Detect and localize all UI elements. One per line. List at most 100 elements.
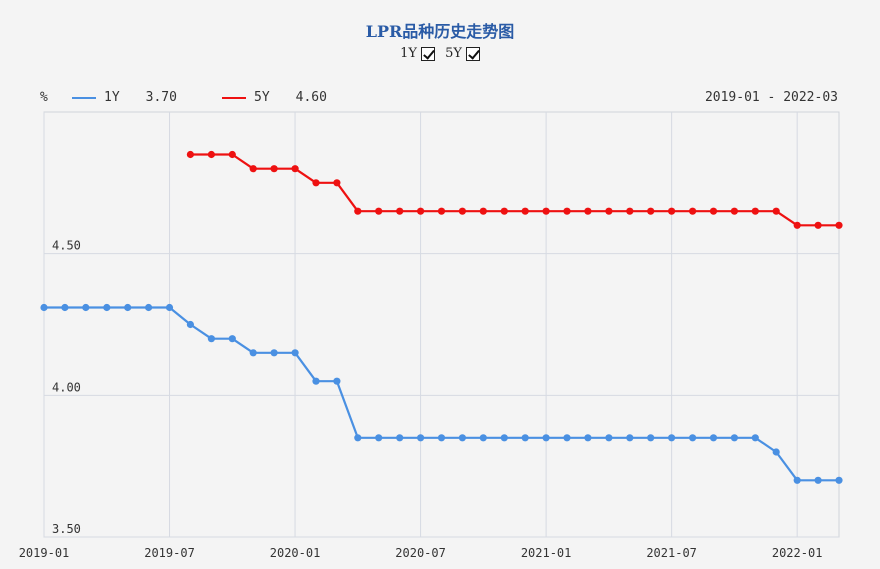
data-point-1y — [228, 335, 236, 343]
unit-label: % — [40, 90, 48, 105]
date-range: 2019-01 - 2022-03 — [704, 90, 838, 105]
data-point-5y — [647, 207, 655, 215]
legend-item-1y: 1Y 3.70 — [72, 90, 177, 105]
data-point-1y — [584, 434, 592, 442]
data-point-1y — [124, 303, 132, 312]
checkbox-1y[interactable] — [420, 46, 435, 61]
toggle-1y-label: 1Y — [400, 46, 417, 61]
data-point-1y — [521, 434, 529, 442]
data-point-1y — [626, 434, 634, 442]
data-point-1y — [437, 434, 446, 442]
data-point-5y — [563, 207, 571, 215]
data-point-5y — [814, 221, 822, 229]
data-point-1y — [730, 434, 739, 442]
data-point-5y — [584, 207, 592, 215]
x-tick-label: 2022-01 — [772, 546, 823, 560]
data-point-1y — [814, 476, 822, 484]
data-point-5y — [354, 207, 362, 215]
data-point-5y — [458, 207, 466, 215]
x-tick-label: 2020-07 — [395, 546, 446, 560]
data-point-1y — [709, 434, 718, 442]
data-point-5y — [626, 207, 634, 215]
y-tick-label: 4.00 — [52, 380, 81, 394]
data-point-1y — [103, 303, 111, 312]
x-tick-label: 2019-07 — [144, 546, 195, 560]
data-point-1y — [793, 476, 801, 484]
x-tick-label: 2019-01 — [19, 546, 70, 560]
data-point-5y — [542, 207, 550, 215]
data-point-1y — [689, 434, 697, 442]
data-point-1y — [479, 434, 487, 442]
data-point-5y — [437, 207, 446, 215]
data-point-1y — [500, 434, 508, 442]
data-point-1y — [186, 320, 194, 329]
data-point-5y — [730, 207, 739, 215]
data-point-1y — [61, 303, 69, 312]
series-toggles: 1Y 5Y — [0, 46, 880, 61]
toggle-5y-label: 5Y — [445, 46, 462, 61]
data-point-5y — [186, 150, 194, 159]
data-point-5y — [835, 221, 843, 229]
data-point-1y — [40, 303, 48, 312]
legend-swatch-5y — [222, 96, 246, 99]
plot-area — [43, 111, 840, 538]
data-point-1y — [270, 349, 278, 357]
data-point-5y — [291, 165, 299, 173]
data-point-1y — [207, 335, 215, 343]
data-point-1y — [417, 434, 425, 442]
data-point-1y — [458, 434, 466, 442]
data-point-5y — [312, 179, 320, 187]
data-point-5y — [375, 207, 383, 215]
data-point-5y — [396, 207, 404, 215]
data-point-1y — [396, 434, 404, 442]
data-point-5y — [270, 165, 278, 173]
data-point-5y — [479, 207, 487, 215]
data-point-1y — [333, 377, 341, 385]
data-point-5y — [228, 150, 236, 159]
data-point-1y — [751, 434, 759, 442]
data-point-1y — [835, 476, 843, 484]
data-point-5y — [793, 221, 801, 229]
data-point-1y — [563, 434, 571, 442]
data-point-5y — [207, 150, 215, 159]
data-point-1y — [605, 434, 613, 442]
data-point-5y — [500, 207, 508, 215]
legend-name-5y: 5Y — [254, 90, 270, 105]
data-point-1y — [249, 349, 257, 357]
data-point-5y — [772, 207, 780, 215]
data-point-1y — [145, 303, 153, 312]
data-point-1y — [542, 434, 550, 442]
legend-value-5y: 4.60 — [295, 90, 327, 105]
data-point-5y — [249, 165, 257, 173]
data-point-5y — [521, 207, 529, 215]
data-point-1y — [772, 448, 780, 456]
data-point-5y — [333, 179, 341, 187]
legend-value-1y: 3.70 — [145, 90, 177, 105]
toggle-5y[interactable]: 5Y — [445, 46, 480, 61]
x-tick-label: 2021-01 — [521, 546, 572, 560]
legend-name-1y: 1Y — [104, 90, 120, 105]
data-point-5y — [417, 207, 425, 215]
x-tick-label: 2020-01 — [270, 546, 321, 560]
toggle-1y[interactable]: 1Y — [400, 46, 435, 61]
checkbox-5y[interactable] — [465, 46, 480, 61]
x-tick-label: 2021-07 — [646, 546, 697, 560]
data-point-5y — [689, 207, 697, 215]
legend-bar: % 1Y 3.70 5Y 4.60 2019-01 - 2022-03 — [0, 90, 880, 108]
data-point-1y — [312, 377, 320, 385]
data-point-5y — [668, 207, 676, 215]
data-point-1y — [668, 434, 676, 442]
data-point-1y — [291, 349, 299, 357]
data-point-5y — [751, 207, 759, 215]
data-point-1y — [354, 434, 362, 442]
data-point-5y — [709, 207, 718, 215]
legend-swatch-1y — [72, 96, 96, 99]
data-point-1y — [165, 303, 174, 312]
data-point-5y — [605, 207, 613, 215]
data-point-1y — [375, 434, 383, 442]
legend-item-5y: 5Y 4.60 — [222, 90, 327, 105]
data-point-1y — [82, 303, 90, 312]
y-tick-label: 4.50 — [52, 239, 81, 253]
y-tick-label: 3.50 — [52, 522, 81, 536]
